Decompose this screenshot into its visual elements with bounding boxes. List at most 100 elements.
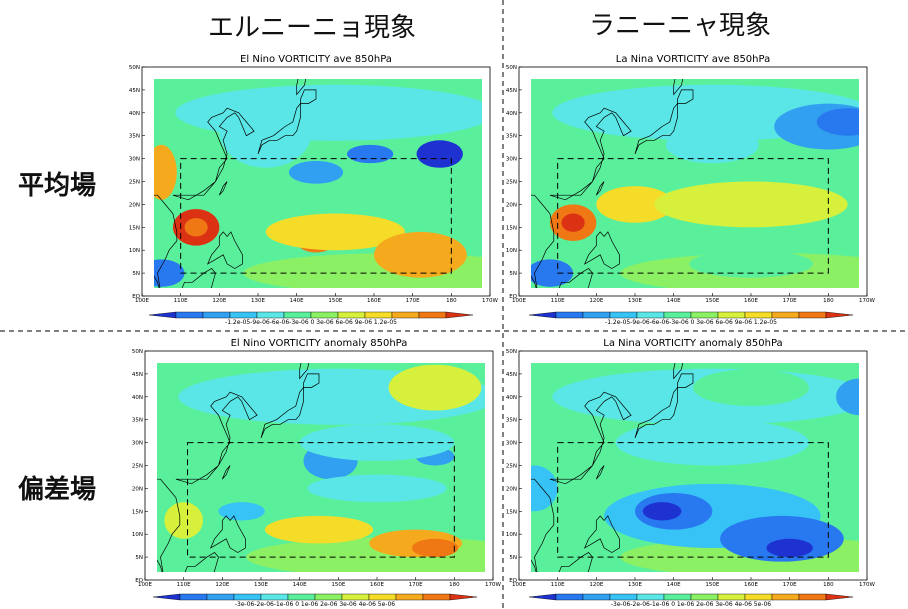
x-tick-label: 180: [449, 582, 460, 588]
colorbar: -1.2e-05-9e-06-6e-06-3e-06 0 3e-06 6e-06…: [148, 311, 474, 326]
colorbar-swatch: [391, 311, 420, 319]
y-tick-label: 30N: [129, 157, 140, 163]
y-tick-label: 35N: [132, 418, 143, 424]
x-tick-label: 100E: [138, 582, 152, 588]
analysis-box: [557, 442, 829, 558]
analysis-box: [187, 442, 455, 558]
colorbar-arrow-left: [528, 593, 557, 601]
colorbar-arrow-left: [528, 311, 557, 319]
colorbar-swatch: [283, 311, 312, 319]
contour-blob: [154, 144, 177, 200]
colorbar-swatch: [314, 593, 343, 601]
colorbar-arrow-right: [449, 593, 478, 601]
colorbar-swatch: [771, 593, 800, 601]
coastline: [184, 552, 219, 572]
coastline: [206, 231, 243, 269]
contour-field: [154, 79, 482, 288]
x-tick-label: 120E: [212, 298, 226, 304]
colorbar-swatch: [744, 593, 773, 601]
contour-blob: [596, 186, 674, 223]
x-tick-label: 120E: [589, 582, 603, 588]
colorbar-labels: -1.2e-05-9e-06-6e-06-3e-06 0 3e-06 6e-06…: [225, 319, 397, 326]
coastline: [549, 391, 632, 485]
coastline: [218, 181, 228, 196]
contour-blob: [654, 181, 848, 228]
contour-blob: [531, 465, 558, 512]
colorbar-swatch: [287, 593, 316, 601]
x-tick-label: 100E: [512, 298, 526, 304]
y-tick-label: 35N: [129, 134, 140, 140]
chart-title: El Nino VORTICITY anomaly 850hPa: [231, 338, 408, 349]
y-tick-label: 50N: [132, 349, 143, 355]
x-tick-label: 170E: [406, 298, 420, 304]
y-tick-label: 20N: [129, 202, 140, 208]
x-tick-label: 100E: [512, 582, 526, 588]
x-tick-label: 160E: [370, 582, 384, 588]
x-tick-label: 160E: [744, 582, 758, 588]
y-tick-label: EQ: [132, 294, 140, 300]
contour-blob: [265, 213, 405, 251]
coastline: [531, 194, 555, 288]
contour-blob: [642, 502, 682, 521]
colorbar-swatch: [310, 311, 339, 319]
chart-panel-1: El Nino VORTICITY ave 850hPa 100E 110E 120E…: [129, 54, 499, 326]
coastline: [157, 478, 181, 572]
colorbar-swatch: [260, 593, 289, 601]
y-tick-label: 15N: [129, 225, 140, 231]
x-tick-label: 130E: [254, 582, 268, 588]
y-tick-label: 40N: [506, 111, 517, 117]
contour-field: [531, 79, 859, 288]
contour-field: [531, 363, 859, 572]
y-tick-label: 45N: [506, 372, 517, 378]
x-tick-label: 100E: [135, 298, 149, 304]
colorbar: -1.2e-05-9e-06-6e-06-3e-06 0 3e-06 6e-06…: [528, 311, 854, 326]
coastline: [260, 386, 304, 439]
chart-panel-3: El Nino VORTICITY anomaly 850hPa 100E 110E…: [132, 338, 502, 608]
x-tick-label: 130E: [628, 582, 642, 588]
colorbar-swatch: [771, 311, 800, 319]
x-tick-label: 110E: [551, 582, 565, 588]
y-tick-label: 5N: [132, 271, 140, 277]
colorbar-swatch: [256, 311, 285, 319]
colorbar-swatch: [582, 593, 611, 601]
coastline: [673, 79, 684, 96]
x-tick-label: 140E: [667, 298, 681, 304]
y-tick-label: 10N: [129, 248, 140, 254]
contour-blob: [288, 160, 344, 184]
y-tick-label: 50N: [506, 349, 517, 355]
coastline: [181, 268, 216, 288]
x-tick-label: 130E: [251, 298, 265, 304]
coastline: [154, 194, 178, 288]
y-tick-label: 5N: [509, 555, 517, 561]
y-tick-label: 45N: [132, 372, 143, 378]
colorbar-swatch: [422, 593, 451, 601]
colorbar-swatch: [690, 593, 719, 601]
colorbar-swatch: [202, 311, 231, 319]
coastline: [172, 107, 255, 201]
colorbar-swatch: [206, 593, 235, 601]
x-tick-label: 160E: [367, 298, 381, 304]
column-header-el-nino: エルニーニョ現象: [208, 13, 416, 43]
x-tick-label: 140E: [293, 582, 307, 588]
coastline: [221, 465, 231, 480]
contour-blob: [766, 538, 813, 558]
colorbar-arrow-right: [825, 593, 854, 601]
y-tick-label: 15N: [506, 509, 517, 515]
coastline: [634, 386, 678, 439]
contour-field: [157, 363, 485, 572]
colorbar-labels: -1.2e-05-9e-06-6e-06-3e-06 0 3e-06 6e-06…: [605, 319, 777, 326]
colorbar-swatch: [175, 311, 204, 319]
colorbar-swatch: [717, 311, 746, 319]
colorbar-swatch: [717, 593, 746, 601]
contour-blob: [411, 538, 459, 558]
coastline: [209, 515, 246, 553]
colorbar-swatch: [663, 593, 692, 601]
colorbar-labels: -3e-06-2e-06-1e-06 0 1e-06 2e-06 3e-06 4…: [611, 601, 771, 608]
y-tick-label: 40N: [132, 395, 143, 401]
x-tick-label: 170W: [485, 582, 501, 588]
contour-blob: [665, 126, 759, 164]
y-tick-label: EQ: [135, 578, 143, 584]
x-tick-label: 180: [823, 298, 834, 304]
coastline: [299, 363, 310, 380]
